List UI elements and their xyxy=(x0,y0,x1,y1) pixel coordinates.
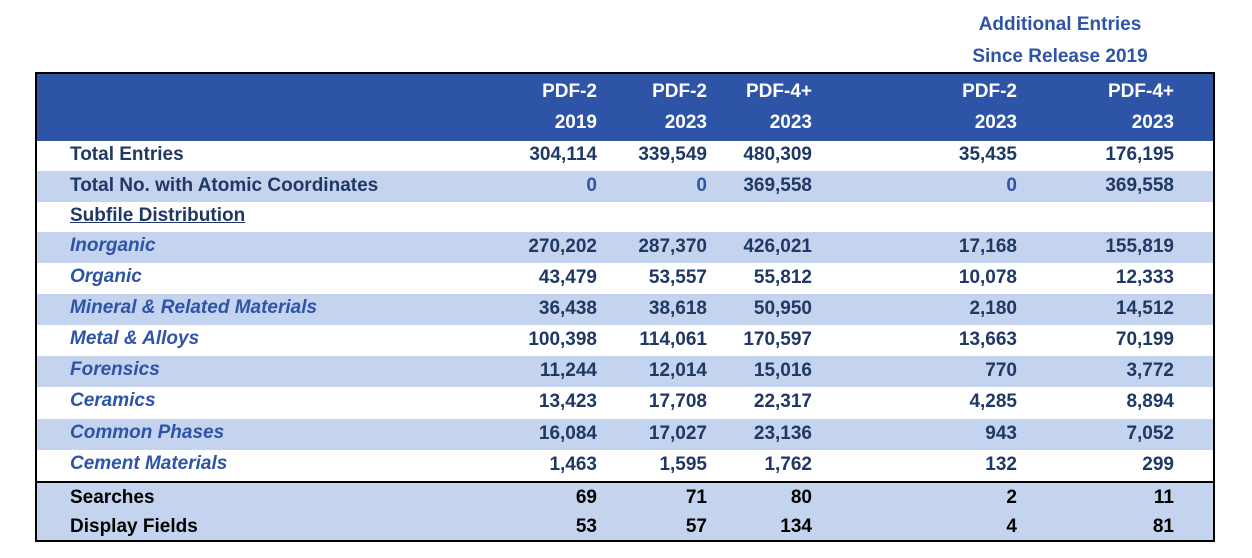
table-cell: 1,762 xyxy=(764,454,812,475)
table-cell: 17,708 xyxy=(648,391,707,412)
table-row: Organic 43,479 53,557 55,812 10,078 12,3… xyxy=(37,263,1213,294)
table-cell: 7,052 xyxy=(1126,423,1174,444)
table-row: Subfile Distribution xyxy=(37,202,1213,232)
table-cell: 53,557 xyxy=(648,267,707,288)
table-cell: 11 xyxy=(1153,487,1174,508)
row-label: Organic xyxy=(70,266,142,287)
table-cell: 16,084 xyxy=(538,423,597,444)
table-cell: 0 xyxy=(1006,175,1017,196)
table-row: Inorganic 270,202 287,370 426,021 17,168… xyxy=(37,232,1213,263)
table-cell: 943 xyxy=(985,423,1017,444)
row-label: Searches xyxy=(70,487,155,508)
table-row: Metal & Alloys 100,398 114,061 170,597 1… xyxy=(37,325,1213,356)
row-label: Common Phases xyxy=(70,422,225,443)
table-cell: 176,195 xyxy=(1105,144,1174,165)
table-cell: 12,014 xyxy=(648,360,707,381)
table-cell: 10,078 xyxy=(958,267,1017,288)
table-cell: 69 xyxy=(575,487,597,508)
table-cell: 23,136 xyxy=(753,423,812,444)
table-cell: 132 xyxy=(985,454,1017,475)
table-cell: 480,309 xyxy=(743,144,812,165)
table-cell: 134 xyxy=(780,516,812,537)
table-cell: 3,772 xyxy=(1126,360,1174,381)
col-header-line2: 2023 xyxy=(974,112,1017,133)
table-cell: 299 xyxy=(1142,454,1174,475)
table-cell: 2 xyxy=(1006,487,1017,508)
table-cell: 270,202 xyxy=(528,236,597,257)
row-label: Cement Materials xyxy=(70,453,228,474)
table-cell: 50,950 xyxy=(753,298,812,319)
table-cell: 14,512 xyxy=(1115,298,1174,319)
table-cell: 4,285 xyxy=(969,391,1017,412)
table-cell: 53 xyxy=(575,516,597,537)
col-header-line2: 2023 xyxy=(664,112,707,133)
col-header-line2: 2019 xyxy=(554,112,597,133)
table-cell: 38,618 xyxy=(648,298,707,319)
col-header-line1: PDF-4+ xyxy=(1108,81,1174,102)
since-release-heading: Since Release 2019 xyxy=(972,46,1148,67)
table-cell: 57 xyxy=(685,516,707,537)
table-cell: 100,398 xyxy=(528,329,597,350)
table-cell: 17,027 xyxy=(648,423,707,444)
table-cell: 0 xyxy=(696,175,707,196)
table-cell: 36,438 xyxy=(538,298,597,319)
table-cell: 55,812 xyxy=(753,267,812,288)
table-cell: 155,819 xyxy=(1105,236,1174,257)
table-cell: 11,244 xyxy=(539,360,597,381)
table-cell: 0 xyxy=(586,175,597,196)
pdf-statistics-table: PDF-2 2019 PDF-2 2023 PDF-4+ 2023 PDF-2 … xyxy=(35,72,1215,542)
table-row: Forensics 11,244 12,014 15,016 770 3,772 xyxy=(37,356,1213,387)
table-row: Cement Materials 1,463 1,595 1,762 132 2… xyxy=(37,450,1213,483)
row-label: Inorganic xyxy=(70,235,156,256)
row-label: Display Fields xyxy=(70,516,198,537)
table-header-row: PDF-2 2019 PDF-2 2023 PDF-4+ 2023 PDF-2 … xyxy=(37,74,1213,141)
col-header-line2: 2023 xyxy=(1131,112,1174,133)
col-header-line1: PDF-2 xyxy=(652,81,707,102)
table-cell: 170,597 xyxy=(743,329,812,350)
table-row: Total Entries 304,114 339,549 480,309 35… xyxy=(37,141,1213,171)
row-label: Total No. with Atomic Coordinates xyxy=(70,175,379,196)
row-label: Metal & Alloys xyxy=(70,328,200,349)
table-row: Mineral & Related Materials 36,438 38,61… xyxy=(37,294,1213,325)
table-cell: 4 xyxy=(1006,516,1017,537)
table-cell: 339,549 xyxy=(638,144,707,165)
table-cell: 13,663 xyxy=(958,329,1017,350)
table-cell: 114,061 xyxy=(639,329,707,350)
table-cell: 43,479 xyxy=(538,267,597,288)
additional-entries-heading: Additional Entries xyxy=(978,14,1142,35)
col-header-line2: 2023 xyxy=(769,112,812,133)
row-label: Total Entries xyxy=(70,144,184,165)
table-cell: 426,021 xyxy=(743,236,812,257)
table-cell: 369,558 xyxy=(1105,175,1174,196)
table-cell: 35,435 xyxy=(958,144,1017,165)
table-cell: 13,423 xyxy=(538,391,597,412)
row-label: Ceramics xyxy=(70,390,156,411)
subfile-distribution-heading: Subfile Distribution xyxy=(70,205,246,226)
table-cell: 304,114 xyxy=(529,144,597,165)
row-label: Forensics xyxy=(70,359,160,380)
col-header-line1: PDF-4+ xyxy=(746,81,812,102)
table-cell: 12,333 xyxy=(1115,267,1174,288)
table-cell: 80 xyxy=(790,487,812,508)
table-cell: 8,894 xyxy=(1126,391,1174,412)
table-cell: 17,168 xyxy=(958,236,1017,257)
table-cell: 2,180 xyxy=(969,298,1017,319)
table-cell: 770 xyxy=(985,360,1017,381)
table-row: Total No. with Atomic Coordinates 0 0 36… xyxy=(37,171,1213,202)
table-cell: 287,370 xyxy=(638,236,707,257)
table-cell: 1,595 xyxy=(659,454,707,475)
col-header-line1: PDF-2 xyxy=(962,81,1017,102)
table-cell: 81 xyxy=(1152,516,1174,537)
searches-display-fields-block: Searches 69 71 80 2 11 Display Fields 53… xyxy=(37,483,1213,540)
table-cell: 369,558 xyxy=(743,175,812,196)
table-cell: 1,463 xyxy=(549,454,597,475)
col-header-line1: PDF-2 xyxy=(542,81,597,102)
table-cell: 22,317 xyxy=(753,391,812,412)
row-label: Mineral & Related Materials xyxy=(70,297,318,318)
table-cell: 70,199 xyxy=(1115,329,1174,350)
table-cell: 15,016 xyxy=(753,360,812,381)
table-row: Ceramics 13,423 17,708 22,317 4,285 8,89… xyxy=(37,387,1213,419)
table-cell: 71 xyxy=(685,487,707,508)
table-row: Common Phases 16,084 17,027 23,136 943 7… xyxy=(37,419,1213,450)
